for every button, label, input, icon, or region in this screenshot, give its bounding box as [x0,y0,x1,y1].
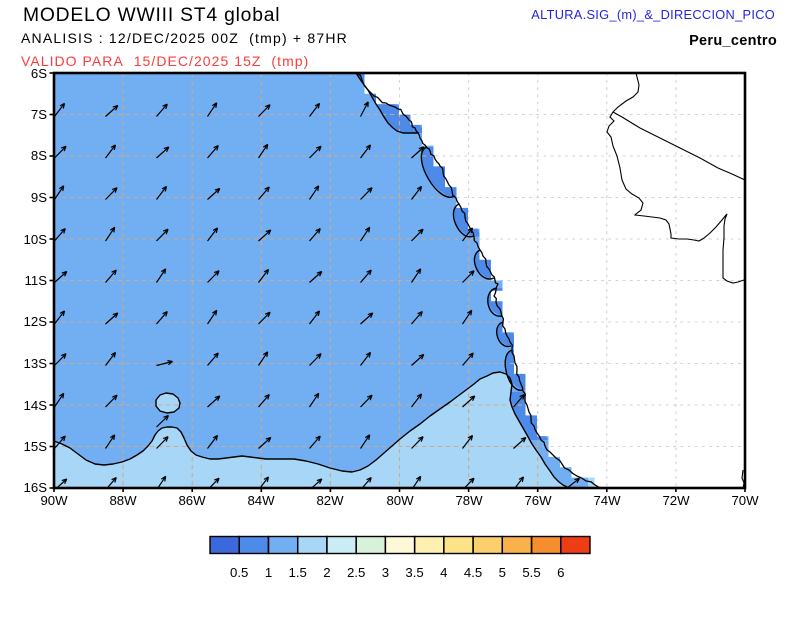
svg-text:5: 5 [499,565,506,580]
svg-text:11S: 11S [25,273,48,288]
svg-text:88W: 88W [109,493,137,508]
svg-text:14S: 14S [24,398,48,413]
svg-text:78W: 78W [455,493,483,508]
svg-text:0.5: 0.5 [230,565,248,580]
svg-text:74W: 74W [593,493,621,508]
svg-text:70W: 70W [731,493,759,508]
svg-text:90W: 90W [40,493,68,508]
svg-text:8S: 8S [31,148,47,163]
svg-text:76W: 76W [524,493,552,508]
svg-text:3.5: 3.5 [405,565,423,580]
svg-text:84W: 84W [247,493,275,508]
svg-text:2.5: 2.5 [347,565,365,580]
svg-text:6S: 6S [31,66,47,81]
svg-text:1: 1 [265,565,272,580]
svg-text:82W: 82W [316,493,344,508]
svg-text:5.5: 5.5 [522,565,540,580]
svg-text:1.5: 1.5 [289,565,307,580]
svg-text:15S: 15S [24,439,48,454]
svg-text:16S: 16S [24,480,48,495]
svg-text:4: 4 [440,565,447,580]
svg-text:12S: 12S [24,314,48,329]
svg-text:6: 6 [557,565,564,580]
svg-text:13S: 13S [24,356,48,371]
svg-text:7S: 7S [31,107,47,122]
svg-text:80W: 80W [386,493,414,508]
svg-text:9S: 9S [31,190,47,205]
svg-text:4.5: 4.5 [464,565,482,580]
svg-text:72W: 72W [662,493,690,508]
svg-text:3: 3 [382,565,389,580]
svg-text:86W: 86W [178,493,206,508]
svg-text:2: 2 [323,565,330,580]
svg-text:10S: 10S [24,232,48,247]
